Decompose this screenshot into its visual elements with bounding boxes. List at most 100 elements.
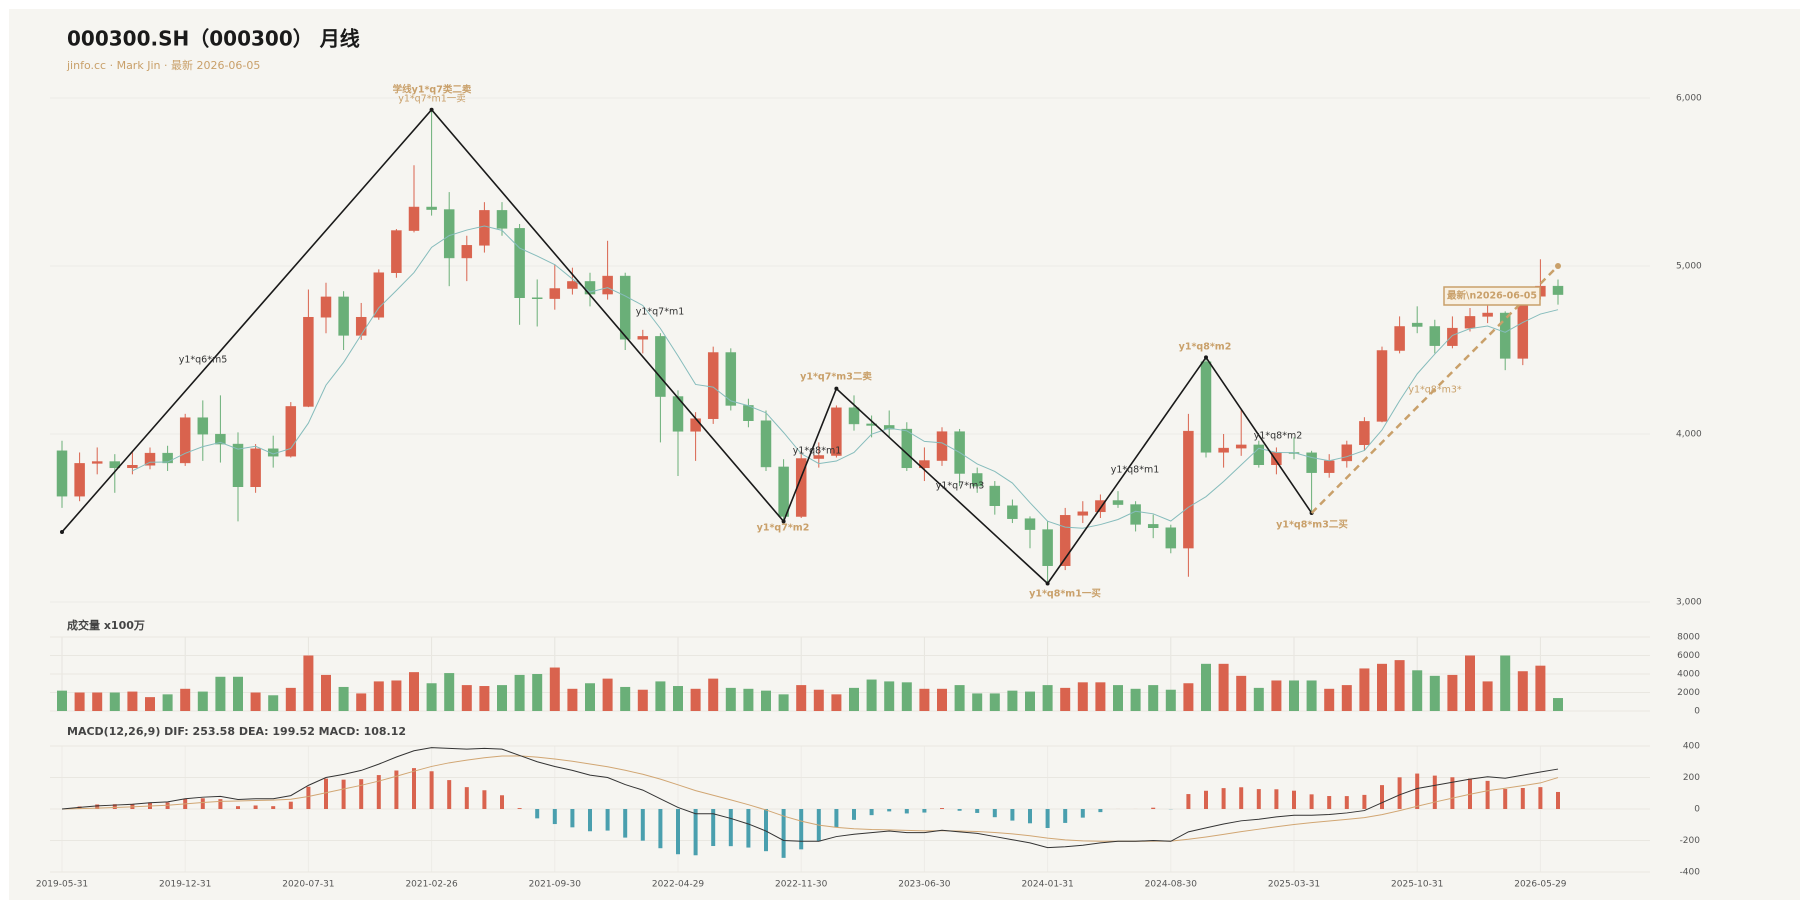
volume-bar bbox=[1359, 668, 1370, 711]
candle-body bbox=[1059, 515, 1071, 566]
candle-body bbox=[1341, 444, 1353, 462]
y-tick-label: 6,000 bbox=[1676, 94, 1702, 104]
candle-body bbox=[1376, 350, 1388, 422]
macd-bar bbox=[852, 809, 856, 820]
candle-body bbox=[1411, 322, 1423, 327]
volume-bar bbox=[1289, 680, 1299, 711]
volume-bar bbox=[285, 687, 296, 711]
candle-body bbox=[373, 272, 385, 318]
candle-body bbox=[320, 296, 332, 318]
macd-bar bbox=[887, 809, 892, 812]
candle-body bbox=[901, 428, 913, 469]
candle-body bbox=[56, 450, 68, 497]
macd-bar bbox=[588, 809, 592, 832]
pivot-dot bbox=[429, 107, 434, 112]
volume-bar bbox=[338, 686, 349, 711]
x-tick-label: 2024-01-31 bbox=[1021, 880, 1073, 890]
candle-body bbox=[338, 296, 349, 336]
pivot-dot bbox=[1204, 355, 1208, 360]
candle-body bbox=[144, 452, 156, 466]
volume-bar bbox=[514, 674, 525, 711]
macd-bar bbox=[112, 804, 117, 809]
macd-bar bbox=[1538, 787, 1543, 809]
macd-bar bbox=[236, 806, 240, 809]
ma-line bbox=[132, 225, 1559, 529]
annotation: y1*q7*m2 bbox=[757, 523, 810, 534]
macd-bar bbox=[1556, 791, 1560, 809]
x-tick-label: 2025-03-31 bbox=[1268, 880, 1320, 890]
y-tick-label: 3,000 bbox=[1676, 598, 1702, 608]
macd-bar bbox=[1239, 787, 1244, 809]
candle-body bbox=[778, 466, 789, 517]
candle-body bbox=[602, 275, 613, 295]
x-tick-label: 2020-07-31 bbox=[282, 880, 334, 890]
macd-bar bbox=[1045, 809, 1050, 828]
macd-bar bbox=[992, 809, 997, 818]
volume-bar bbox=[1482, 681, 1493, 711]
macd-bar bbox=[1186, 794, 1191, 809]
x-tick-label: 2023-06-30 bbox=[898, 880, 951, 890]
candle-body bbox=[637, 336, 649, 340]
macd-bar bbox=[658, 809, 663, 849]
candle-body bbox=[1323, 460, 1335, 473]
volume-bar bbox=[1324, 688, 1335, 711]
candle-body bbox=[1077, 511, 1089, 516]
x-tick-label: 2024-08-30 bbox=[1145, 880, 1198, 890]
y-tick-label: 8000 bbox=[1677, 633, 1700, 643]
macd-bar bbox=[781, 809, 786, 858]
annotation: y1*q7*m1 bbox=[636, 307, 685, 318]
macd-bar bbox=[324, 778, 328, 809]
volume-bar bbox=[1394, 660, 1405, 711]
candle-body bbox=[408, 206, 420, 231]
annotation: y1*q7*m3二卖 bbox=[800, 371, 872, 383]
pivot-dot bbox=[60, 529, 64, 534]
macd-bar bbox=[1080, 809, 1085, 818]
volume-bar bbox=[1306, 680, 1317, 711]
annotation: y1*q8*m2 bbox=[1179, 342, 1232, 353]
volume-bar bbox=[1007, 690, 1018, 711]
volume-bar bbox=[1500, 655, 1511, 711]
x-tick-label: 2019-05-31 bbox=[36, 880, 88, 890]
candle-body bbox=[1306, 452, 1317, 473]
macd-bar bbox=[552, 809, 557, 825]
candle-body bbox=[355, 316, 367, 336]
macd-bar bbox=[1520, 787, 1525, 809]
macd-bar bbox=[376, 775, 381, 809]
macd-title: MACD(12,26,9) DIF: 253.58 DEA: 199.52 MA… bbox=[67, 725, 406, 738]
macd-bar bbox=[1256, 789, 1261, 809]
macd-bar bbox=[693, 809, 698, 856]
projection-line bbox=[1310, 265, 1559, 514]
volume-bar bbox=[321, 674, 331, 711]
macd-bar bbox=[1380, 785, 1384, 809]
volume-bar bbox=[866, 679, 877, 711]
candle-body bbox=[1482, 312, 1493, 317]
x-tick-label: 2026-05-29 bbox=[1514, 880, 1567, 890]
macd-bar bbox=[869, 809, 874, 816]
volume-bar bbox=[1465, 655, 1475, 711]
macd-bar bbox=[412, 768, 416, 809]
candle-body bbox=[1359, 421, 1370, 446]
macd-bar bbox=[676, 809, 680, 855]
volume-bar bbox=[1042, 685, 1053, 711]
volume-bar bbox=[356, 693, 367, 711]
volume-bar bbox=[145, 697, 155, 711]
candle-body bbox=[936, 431, 948, 461]
macd-bar bbox=[1397, 777, 1402, 809]
macd-bar bbox=[1098, 809, 1103, 813]
volume-bar bbox=[655, 681, 666, 711]
volume-bar bbox=[250, 692, 261, 711]
candle-body bbox=[391, 230, 402, 273]
candle-body bbox=[707, 352, 719, 419]
macd-bar bbox=[1485, 780, 1490, 809]
volume-bar bbox=[901, 682, 912, 711]
candle-body bbox=[619, 275, 631, 340]
candle-body bbox=[531, 297, 543, 300]
x-tick-label: 2022-04-29 bbox=[652, 880, 705, 890]
candle-body bbox=[285, 406, 297, 457]
y-tick-label: 400 bbox=[1683, 742, 1700, 752]
dif-line bbox=[61, 747, 1559, 849]
volume-bar bbox=[268, 695, 279, 711]
macd-bar bbox=[834, 809, 839, 828]
candle-body bbox=[179, 417, 191, 464]
volume-bar bbox=[426, 683, 437, 711]
